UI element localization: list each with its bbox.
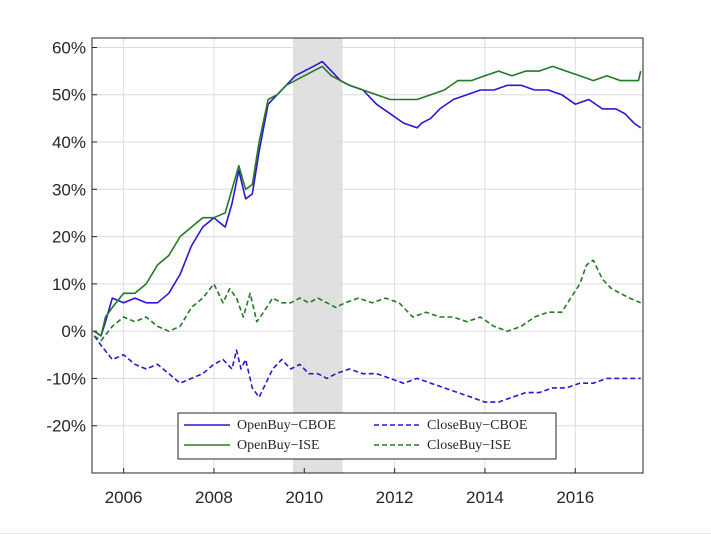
legend-label: OpenBuy−CBOE (237, 418, 336, 433)
bottom-divider (0, 533, 711, 534)
series-lines (93, 60, 642, 403)
y-tick-label: -20% (46, 417, 86, 436)
x-tick-label: 2010 (285, 488, 323, 507)
legend-box (177, 412, 557, 460)
x-axis-ticks: 2006 2008 2010 2012 2014 2016 (105, 468, 594, 507)
x-tick-label: 2016 (556, 488, 594, 507)
y-tick-label: 50% (52, 86, 86, 105)
legend-label: OpenBuy−ISE (237, 438, 320, 453)
y-tick-label: 0% (61, 322, 86, 341)
series-openbuy-cboe (93, 60, 642, 337)
x-tick-label: 2012 (376, 488, 414, 507)
x-tick-label: 2014 (466, 488, 504, 507)
y-tick-label: 60% (52, 38, 86, 57)
x-tick-label: 2008 (195, 488, 233, 507)
y-tick-label: -10% (46, 369, 86, 388)
y-axis-ticks: 60% 50% 40% 30% 20% 10% 0% -10% -20% (46, 38, 97, 436)
shaded-region (292, 38, 343, 473)
plot-area (92, 38, 643, 473)
y-tick-label: 20% (52, 228, 86, 247)
series-closebuy-ise (93, 259, 642, 342)
legend-label: CloseBuy−ISE (427, 438, 511, 453)
series-openbuy-ise (93, 65, 642, 337)
legend-label: CloseBuy−CBOE (427, 418, 527, 433)
x-tick-label: 2006 (105, 488, 143, 507)
series-closebuy-cboe (93, 335, 641, 403)
y-tick-label: 40% (52, 133, 86, 152)
plot-frame (91, 37, 644, 474)
legend: OpenBuy−CBOE OpenBuy−ISE CloseBuy−CBOE Clos… (177, 412, 557, 460)
y-tick-label: 10% (52, 275, 86, 294)
grid-lines (92, 38, 643, 473)
y-tick-label: 30% (52, 180, 86, 199)
